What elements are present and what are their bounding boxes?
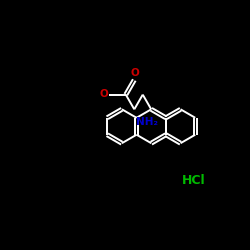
Text: HCl: HCl (182, 174, 206, 187)
Text: NH₂: NH₂ (136, 116, 158, 126)
Text: O: O (131, 68, 140, 78)
Text: O: O (99, 89, 108, 99)
